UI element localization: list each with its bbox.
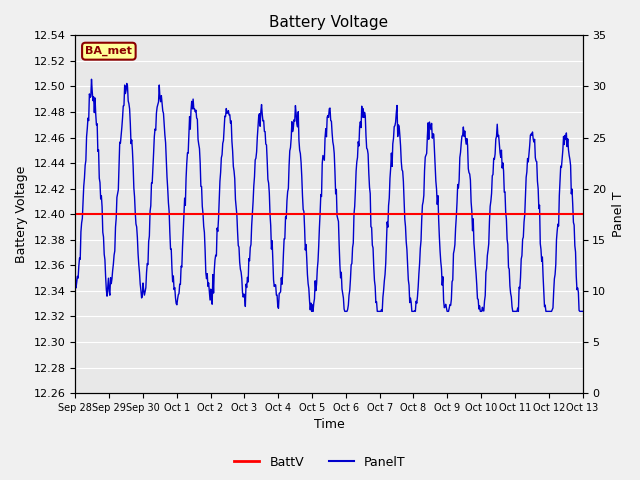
X-axis label: Time: Time — [314, 419, 344, 432]
Title: Battery Voltage: Battery Voltage — [269, 15, 388, 30]
Y-axis label: Battery Voltage: Battery Voltage — [15, 166, 28, 263]
Text: BA_met: BA_met — [85, 46, 132, 56]
Y-axis label: Panel T: Panel T — [612, 192, 625, 237]
Legend: BattV, PanelT: BattV, PanelT — [229, 451, 411, 474]
